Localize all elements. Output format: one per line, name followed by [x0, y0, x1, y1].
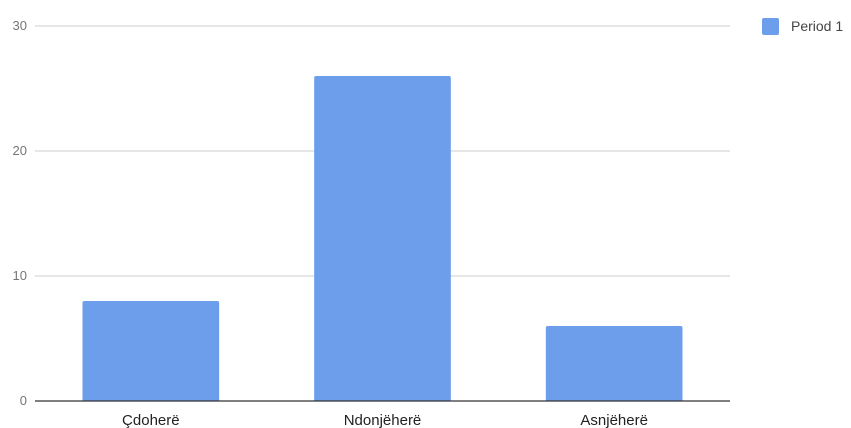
x-category-label: Çdoherë [122, 412, 180, 428]
y-tick-label: 30 [13, 18, 27, 33]
y-tick-label: 20 [13, 143, 27, 158]
legend-label: Period 1 [791, 18, 843, 34]
bar-2 [314, 76, 451, 401]
bars [82, 76, 683, 401]
x-axis-categories: Çdoherë Ndonjëherë Asnjëherë [122, 412, 648, 428]
y-axis-ticks: 0 10 20 30 [13, 18, 27, 408]
x-category-label: Ndonjëherë [344, 412, 422, 428]
y-tick-label: 10 [13, 268, 27, 283]
y-tick-label: 0 [20, 393, 27, 408]
legend-swatch [762, 18, 779, 35]
x-category-label: Asnjëherë [580, 412, 648, 428]
bar-1 [82, 301, 220, 401]
legend: Period 1 [762, 18, 843, 35]
bar-3 [545, 326, 683, 401]
